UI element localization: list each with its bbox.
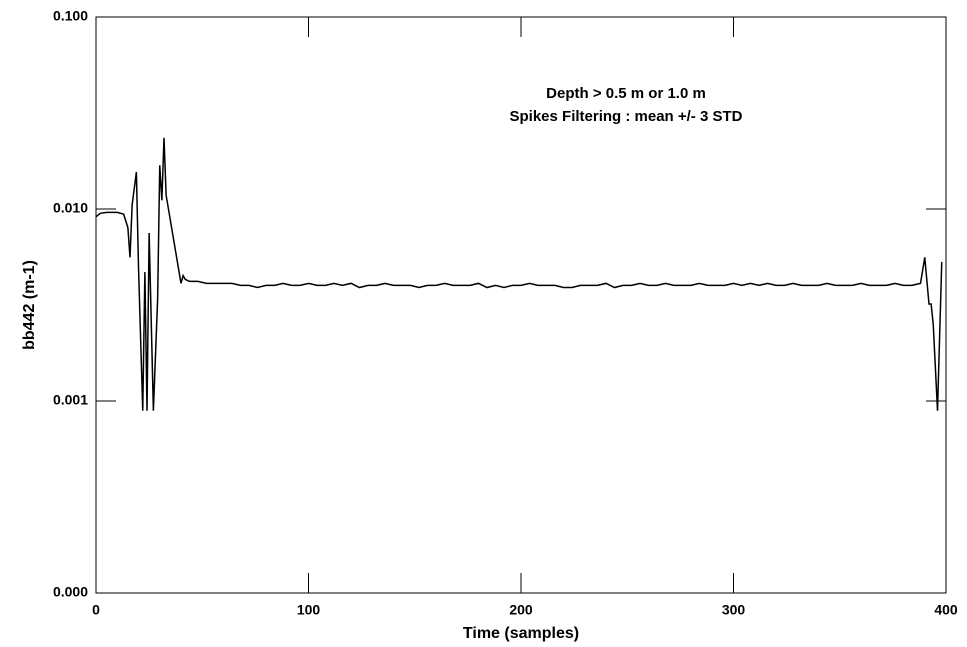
x-tick-label: 300: [722, 602, 746, 618]
y-tick-label: 0.010: [53, 200, 88, 216]
annotation: Spikes Filtering : mean +/- 3 STD: [510, 108, 743, 125]
plot-frame: [95, 16, 947, 594]
data-line: [95, 137, 943, 411]
x-tick-label: 400: [934, 602, 958, 618]
x-axis-label: Time (samples): [463, 625, 579, 642]
y-tick-label: 0.100: [53, 8, 88, 24]
y-tick-label: 0.000: [53, 584, 88, 600]
x-tick-label: 200: [509, 602, 533, 618]
y-axis-label: bb442 (m-1): [21, 260, 38, 350]
annotation: Depth > 0.5 m or 1.0 m: [546, 85, 706, 102]
x-tick-label: 100: [297, 602, 321, 618]
y-tick-label: 0.001: [53, 392, 88, 408]
x-tick-label: 0: [92, 602, 100, 618]
